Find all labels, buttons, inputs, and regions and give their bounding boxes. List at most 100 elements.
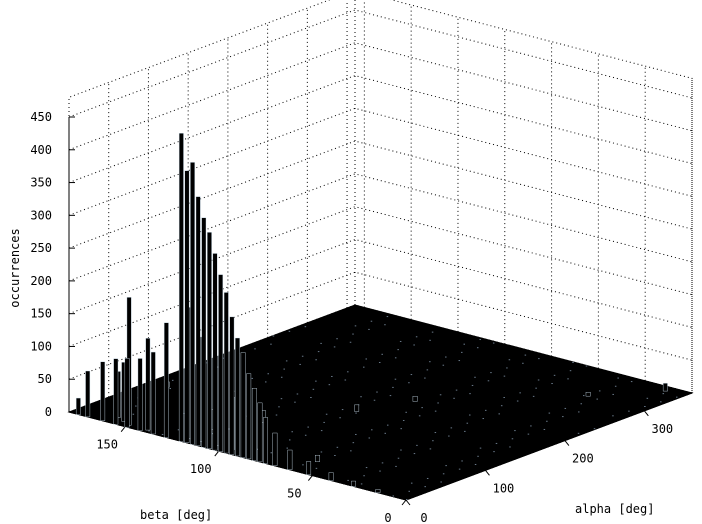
floor-speckle — [399, 340, 402, 342]
histogram-bar — [585, 392, 591, 397]
floor-speckle — [527, 433, 530, 435]
floor-speckle — [569, 370, 572, 372]
floor-speckle — [564, 407, 567, 409]
histogram-bar — [287, 449, 293, 470]
floor-speckle — [537, 379, 540, 381]
floor-speckle — [415, 336, 418, 338]
floor-speckle — [349, 341, 352, 343]
floor-speckle — [341, 409, 344, 411]
beta-tick — [307, 475, 313, 481]
floor-speckle — [368, 437, 371, 439]
floor-speckle — [392, 495, 395, 497]
floor-speckle — [546, 420, 548, 422]
floor-speckle — [283, 368, 285, 370]
floor-speckle — [538, 358, 540, 360]
floor-speckle — [424, 486, 426, 488]
floor-speckle — [432, 440, 434, 442]
z-gridline — [68, 9, 693, 118]
z-axis-label: occurrences — [8, 228, 22, 307]
floor-speckle — [500, 405, 503, 407]
histogram-bar — [145, 338, 151, 431]
z-tick-label: 0 — [45, 405, 52, 419]
floor-speckle — [299, 363, 301, 365]
floor-speckle — [331, 375, 333, 377]
beta-tick-label: 50 — [287, 487, 301, 501]
floor-speckle — [265, 381, 267, 383]
floor-speckle — [580, 403, 583, 405]
floor-speckle — [307, 426, 309, 428]
floor-speckle — [161, 433, 164, 435]
floor-speckle — [352, 442, 355, 444]
histogram-bar — [195, 196, 201, 446]
floor-speckle — [169, 388, 171, 390]
alpha-tick-label: 100 — [493, 481, 515, 495]
floor-speckle — [593, 428, 596, 430]
floor-speckle — [336, 446, 339, 448]
floor-speckle — [408, 490, 410, 492]
z-tick-label: 350 — [30, 176, 52, 190]
floor-speckle — [389, 395, 392, 397]
floor-speckle — [288, 330, 291, 332]
floor-speckle — [402, 419, 405, 421]
floor-speckle — [450, 427, 453, 429]
floor-speckle — [222, 357, 224, 359]
histogram-bar — [272, 432, 278, 466]
floor-speckle — [394, 378, 397, 380]
floor-speckle — [448, 435, 450, 437]
histogram-bar — [178, 133, 184, 442]
histogram-bar — [351, 480, 356, 487]
histogram-bar — [124, 358, 130, 428]
floor-speckle — [522, 362, 524, 364]
floor-speckle — [363, 475, 365, 477]
floor-speckle — [312, 388, 315, 390]
floor-speckle — [328, 384, 331, 386]
floor-speckle — [320, 342, 322, 344]
floor-speckle — [490, 372, 492, 374]
floor-speckle — [431, 331, 434, 333]
floor-speckle — [408, 382, 410, 384]
floor-speckle — [397, 349, 399, 351]
floor-speckle — [381, 353, 383, 355]
floor-speckle — [445, 465, 447, 467]
floor-speckle — [325, 413, 328, 415]
histogram-bar — [201, 217, 207, 448]
floor-speckle — [177, 429, 180, 431]
floor-speckle — [360, 396, 362, 398]
floor-speckle — [254, 348, 256, 350]
floor-speckle — [347, 479, 349, 481]
floor-speckle — [352, 333, 354, 335]
floor-speckle — [509, 446, 511, 448]
floor-speckle — [469, 393, 471, 395]
floor-speckle — [429, 361, 431, 363]
floor-speckle — [368, 328, 370, 330]
floor-speckle — [355, 433, 357, 435]
floor-speckle — [474, 463, 477, 465]
floor-speckle — [394, 357, 397, 359]
floor-speckle — [628, 410, 630, 412]
floor-speckle — [360, 483, 363, 485]
alpha-tick-label: 300 — [651, 422, 673, 436]
floor-speckle — [479, 447, 482, 449]
floor-speckle — [333, 346, 336, 348]
floor-speckle — [386, 424, 389, 426]
floor-speckle — [315, 359, 317, 361]
floor-speckle — [288, 439, 291, 441]
floor-speckle — [270, 343, 272, 345]
floor-speckle — [614, 385, 617, 387]
floor-speckle — [320, 430, 323, 432]
floor-speckle — [543, 428, 546, 430]
floor-speckle — [379, 470, 381, 472]
floor-speckle — [516, 400, 519, 402]
histogram-bar — [235, 337, 240, 457]
histogram-bar — [150, 351, 156, 435]
floor-speckle — [355, 412, 357, 414]
floor-speckle — [484, 409, 487, 411]
floor-speckle — [421, 407, 423, 409]
floor-speckle — [171, 379, 174, 381]
alpha-tick — [643, 410, 649, 417]
floor-speckle — [567, 378, 569, 380]
histogram-bar — [75, 397, 81, 415]
floor-speckle — [267, 373, 269, 375]
floor-speckle — [660, 401, 662, 403]
histogram-bar — [163, 322, 169, 438]
